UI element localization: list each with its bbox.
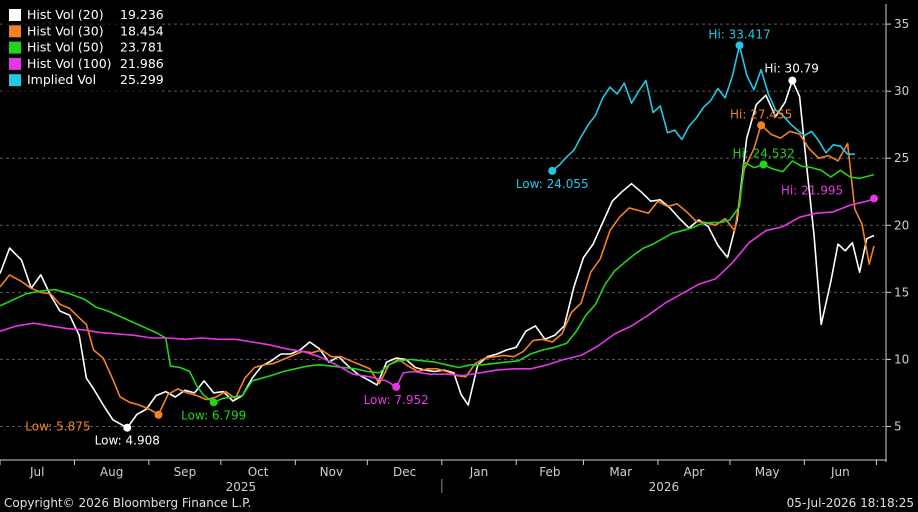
copyright-text: Copyright© 2026 Bloomberg Finance L.P. (4, 496, 251, 510)
legend: Hist Vol (20) 19.236 Hist Vol (30) 18.454 Hi… (2, 6, 164, 94)
series-line-0 (0, 79, 875, 429)
footer: Copyright© 2026 Bloomberg Finance L.P. 0… (4, 496, 914, 510)
x-month-label: May (755, 465, 780, 479)
legend-name: Implied Vol (27, 72, 96, 87)
annotation-label: Hi: 27.455 (730, 107, 792, 121)
x-month-label: Jul (29, 465, 44, 479)
annotation-dot (757, 121, 766, 130)
annotation-markers: Hi: 33.417 Hi: 30.79 Hi: 27.455 Hi: 24.532 H… (25, 27, 878, 448)
y-tick-label: 35 (894, 17, 909, 31)
series-line-2 (0, 160, 875, 404)
annotation-dot (548, 166, 557, 175)
legend-name: Hist Vol (100) (27, 56, 112, 71)
annotation-dot (869, 194, 878, 203)
annotation-dot (154, 410, 163, 419)
legend-name: Hist Vol (20) (27, 7, 104, 22)
legend-value: 21.986 (120, 56, 164, 71)
x-axis: Jul Aug Sep Oct Nov Dec Jan Feb Mar Apr May Jun 2025… (0, 459, 886, 494)
annotation-dot (759, 160, 768, 169)
x-month-label: Oct (248, 465, 269, 479)
legend-name: Hist Vol (50) (27, 40, 104, 55)
legend-swatch (9, 41, 21, 54)
legend-swatch (9, 57, 21, 70)
x-month-label: Apr (684, 465, 705, 479)
x-year-label: 2026 (649, 480, 680, 494)
x-month-label: Aug (100, 465, 123, 479)
annotation-label: Low: 4.908 (95, 434, 160, 448)
y-axis: 5 10 15 20 25 30 35 (885, 4, 909, 462)
y-tick-label: 30 (894, 84, 909, 98)
legend-value: 23.781 (120, 40, 164, 55)
series-line-4 (551, 44, 855, 172)
x-month-label: Mar (609, 465, 632, 479)
annotation-label: Low: 7.952 (364, 393, 429, 407)
annotation-label: Hi: 21.995 (781, 184, 843, 198)
y-tick-label: 25 (894, 151, 909, 165)
annotation-dot (788, 76, 797, 85)
legend-swatch (9, 74, 21, 87)
annotation-dot (123, 423, 132, 432)
annotation-label: Low: 6.799 (181, 408, 246, 422)
x-month-label: Feb (539, 465, 560, 479)
timestamp-text: 05-Jul-2026 18:18:25 (787, 496, 914, 510)
annotation-label: Low: 24.055 (516, 177, 589, 191)
legend-name: Hist Vol (30) (27, 23, 104, 38)
x-month-label: Jan (469, 465, 489, 479)
legend-value: 25.299 (120, 72, 164, 87)
y-tick-label: 5 (894, 419, 902, 433)
annotation-label: Hi: 24.532 (732, 147, 794, 161)
y-tick-label: 15 (894, 285, 909, 299)
annotation-label: Hi: 33.417 (708, 27, 770, 41)
annotation-label: Low: 5.875 (25, 420, 90, 434)
x-month-label: Sep (174, 465, 197, 479)
legend-swatch (9, 9, 21, 21)
legend-swatch (9, 25, 21, 38)
series-line-3 (0, 197, 875, 388)
x-month-label: Jun (830, 465, 850, 479)
x-month-label: Dec (393, 465, 416, 479)
y-tick-label: 20 (894, 218, 909, 232)
x-month-label: Nov (320, 465, 343, 479)
legend-value: 18.454 (120, 23, 164, 38)
annotation-dot (209, 398, 218, 407)
annotation-label: Hi: 30.79 (764, 62, 819, 76)
annotation-dot (735, 41, 744, 50)
y-tick-label: 10 (894, 352, 909, 366)
legend-value: 19.236 (120, 7, 164, 22)
x-year-label: 2025 (226, 480, 257, 494)
grid-lines (0, 23, 886, 427)
annotation-dot (392, 382, 401, 391)
legend-background (2, 6, 162, 94)
series-lines (0, 44, 875, 429)
